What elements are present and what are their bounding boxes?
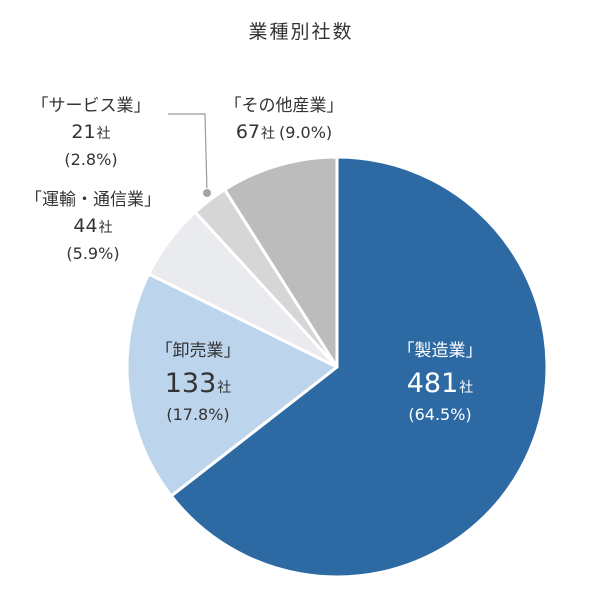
slice-label-manufacturing: 「製造業」 481社 (64.5%) bbox=[398, 341, 483, 424]
chart-title: 業種別社数 bbox=[248, 21, 353, 43]
slice-label-other-industries: 「その他産業」 67社 (9.0%) bbox=[225, 96, 344, 143]
slice-name-label: 「卸売業」 bbox=[156, 341, 241, 361]
slice-name-label: 「製造業」 bbox=[398, 341, 483, 361]
slice-count-label: 21社 bbox=[71, 121, 110, 143]
pie-slice-other-industries bbox=[223, 155, 339, 369]
slice-name-label: 「その他産業」 bbox=[225, 96, 344, 116]
slice-name-label: 「運輸・通信業」 bbox=[25, 190, 161, 210]
slice-name-label: 「サービス業」 bbox=[32, 96, 151, 116]
leader-line-service bbox=[168, 113, 208, 194]
slice-labels: 「製造業」 481社 (64.5%) 「卸売業」 133社 (17.8%) 「運輸・通信業」… bbox=[25, 96, 483, 424]
pie-slice-wholesale bbox=[125, 272, 339, 498]
slice-percent-label: (17.8%) bbox=[166, 405, 229, 424]
slice-label-transport-communication: 「運輸・通信業」 44社 (5.9%) bbox=[25, 190, 161, 263]
slice-percent-label: (64.5%) bbox=[408, 405, 471, 424]
slice-label-wholesale: 「卸売業」 133社 (17.8%) bbox=[156, 341, 241, 424]
slice-count-label: 481社 bbox=[407, 368, 474, 399]
slice-label-service: 「サービス業」 21社 (2.8%) bbox=[32, 96, 151, 169]
slice-count-label: 133社 bbox=[165, 368, 232, 399]
pie-slices bbox=[125, 155, 549, 579]
leader-lines bbox=[168, 113, 213, 198]
pie-slice-manufacturing bbox=[169, 155, 549, 579]
leader-dot-service bbox=[202, 187, 213, 198]
slice-percent-label: (5.9%) bbox=[66, 244, 119, 263]
slice-count-label: 67社 (9.0%) bbox=[236, 121, 332, 143]
slice-count-label: 44社 bbox=[73, 215, 112, 237]
slice-percent-label: (2.8%) bbox=[64, 150, 117, 169]
